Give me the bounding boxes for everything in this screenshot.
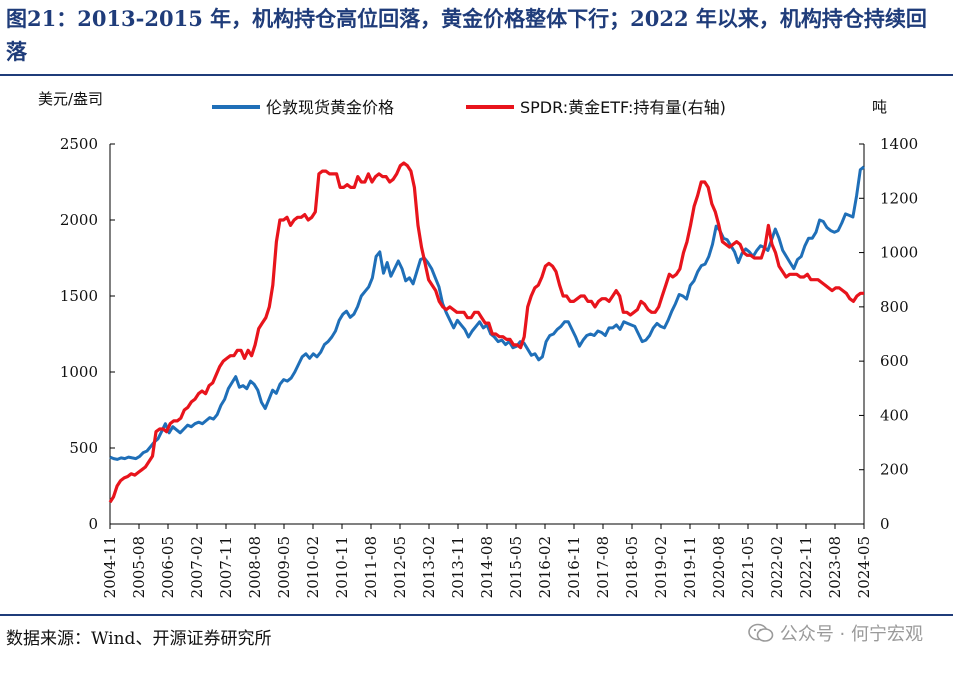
x-tick-label: 2022-02 [768,536,786,598]
y-right-tick-label: 800 [880,298,909,316]
chart-axes: 0 500 1000 1500 2000 2500 0 200 400 600 800 1000 120… [38,90,918,598]
gold-price-etf-chart: 0 500 1000 1500 2000 2500 0 200 400 600 800 1000 120… [38,90,918,598]
x-tick-label: 2005-08 [130,536,148,598]
x-tick-label: 2020-08 [710,536,728,598]
x-tick-label: 2010-11 [333,536,351,598]
x-tick-label: 2021-05 [739,536,757,598]
x-tick-label: 2007-02 [188,536,206,598]
right-axis-unit: 吨 [872,98,887,116]
y-left-tick-label: 1000 [60,363,98,381]
source-note: 数据来源：Wind、开源证券研究所 [6,629,272,649]
x-tick-label: 2023-08 [826,536,844,598]
x-tick-label: 2014-08 [478,536,496,598]
x-tick-label: 2004-11 [101,536,119,598]
y-left-tick-label: 2500 [60,135,98,153]
x-tick-label: 2011-08 [362,536,380,598]
chart-legend: 伦敦现货黄金价格 SPDR:黄金ETF:持有量(右轴) [212,98,726,117]
x-tick-label: 2018-05 [623,536,641,598]
x-tick-label: 2017-08 [594,536,612,598]
y-right-tick-label: 1400 [880,135,918,153]
x-tick-label: 2024-05 [855,536,873,598]
y-left-tick-label: 2000 [60,211,98,229]
y-right-tick-label: 1000 [880,244,918,262]
watermark-text: 公众号 · 何宁宏观 [779,624,923,645]
x-tick-label: 2019-02 [652,536,670,598]
y-right-tick-label: 200 [880,461,909,479]
series-line-london-gold [109,165,865,461]
x-tick-label: 2019-11 [681,536,699,598]
x-tick-label: 2009-05 [275,536,293,598]
y-left-tick-label: 0 [88,515,98,533]
x-tick-label: 2013-11 [449,536,467,598]
y-right-tick-label: 1200 [880,189,918,207]
y-right-tick-label: 0 [880,515,890,533]
x-tick-label: 2015-05 [507,536,525,598]
x-tick-label: 2013-02 [420,536,438,598]
y-right-tick-label: 400 [880,406,909,424]
x-tick-label: 2022-11 [797,536,815,598]
legend-label: 伦敦现货黄金价格 [266,98,394,117]
x-tick-label: 2010-02 [304,536,322,598]
y-right-tick-label: 600 [880,352,909,370]
source-divider [0,614,953,616]
figure-title: 图21：2013-2015 年，机构持仓高位回落，黄金价格整体下行；2022 年… [6,6,927,64]
y-left-tick-label: 500 [69,439,98,457]
x-tick-label: 2008-08 [246,536,264,598]
chart-series [108,161,865,504]
y-left-tick-label: 1500 [60,287,98,305]
x-tick-label: 2012-05 [391,536,409,598]
x-tick-label: 2016-02 [536,536,554,598]
wechat-icon [748,623,774,642]
title-divider [0,74,953,76]
left-axis-unit: 美元/盎司 [38,90,103,108]
legend-label: SPDR:黄金ETF:持有量(右轴) [520,98,726,117]
series-line-spdr-holdings [108,161,864,504]
x-tick-label: 2006-05 [159,536,177,598]
x-tick-label: 2016-11 [565,536,583,598]
x-tick-label: 2007-11 [217,536,235,598]
watermark: 公众号 · 何宁宏观 [748,620,923,646]
